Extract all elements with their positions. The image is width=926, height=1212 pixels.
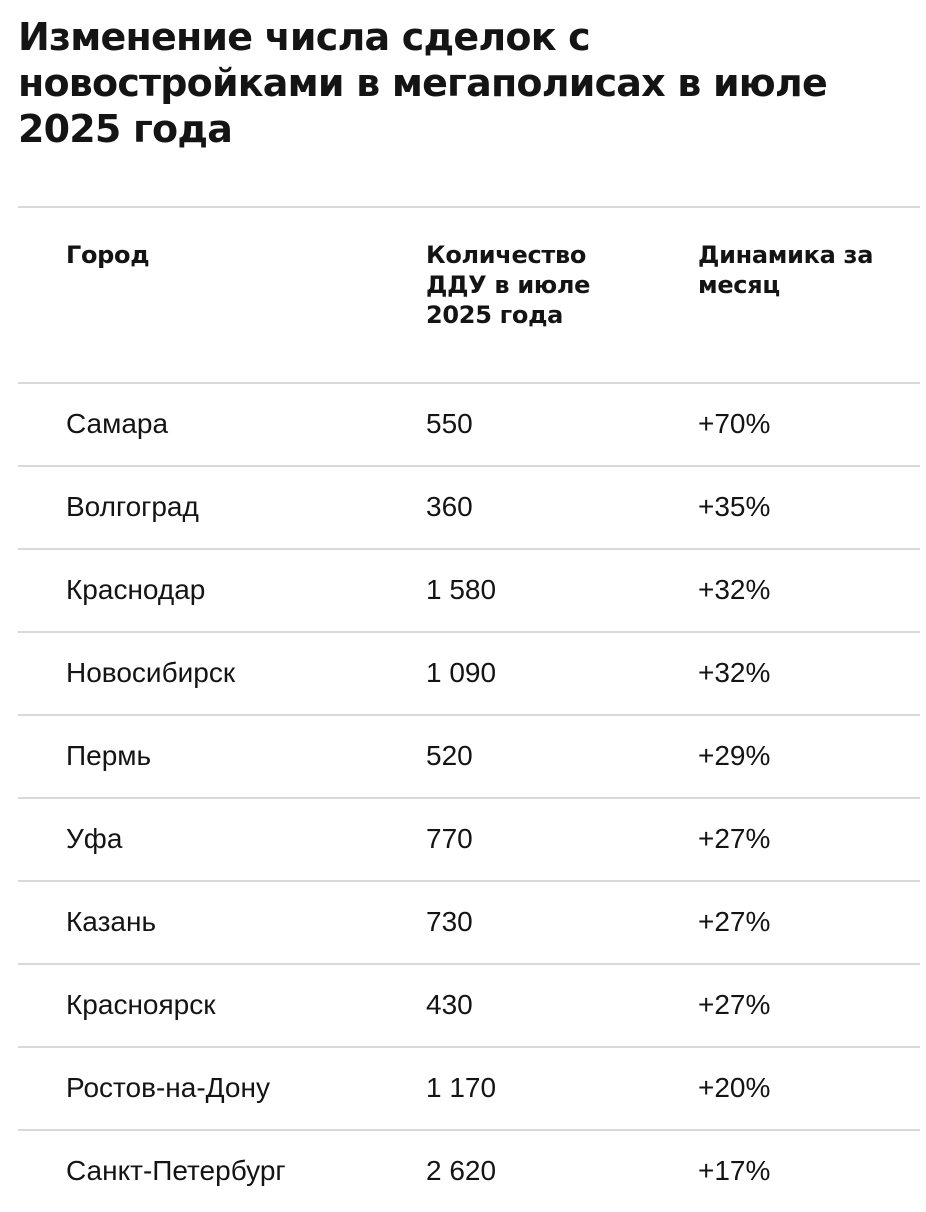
cell-dynamics: +17% — [698, 1155, 771, 1186]
cell-dynamics: +27% — [698, 989, 771, 1020]
header-count: Количество ДДУ в июле 2025 года — [426, 241, 591, 329]
table-row: Санкт-Петербург 2 620 +17% — [18, 1131, 920, 1212]
table-row: Волгоград 360 +35% — [18, 467, 920, 550]
data-table: Город Количество ДДУ в июле 2025 года Ди… — [18, 206, 920, 1212]
table-row: Самара 550 +70% — [18, 384, 920, 467]
cell-count: 1 170 — [426, 1072, 497, 1103]
cell-city: Волгоград — [66, 491, 199, 522]
cell-dynamics: +29% — [698, 740, 771, 771]
table-header: Город Количество ДДУ в июле 2025 года Ди… — [18, 208, 920, 384]
header-city: Город — [66, 241, 150, 269]
table-row: Краснодар 1 580 +32% — [18, 550, 920, 633]
cell-count: 2 620 — [426, 1155, 497, 1186]
cell-city: Пермь — [66, 740, 152, 771]
cell-dynamics: +32% — [698, 657, 771, 688]
table-row: Казань 730 +27% — [18, 882, 920, 965]
cell-count: 360 — [426, 491, 473, 522]
cell-count: 430 — [426, 989, 473, 1020]
cell-dynamics: +20% — [698, 1072, 771, 1103]
cell-dynamics: +70% — [698, 408, 771, 439]
table-row: Пермь 520 +29% — [18, 716, 920, 799]
cell-city: Самара — [66, 408, 169, 439]
cell-city: Санкт-Петербург — [66, 1155, 286, 1186]
cell-city: Ростов-на-Дону — [66, 1072, 270, 1103]
table-row: Ростов-на-Дону 1 170 +20% — [18, 1048, 920, 1131]
cell-count: 770 — [426, 823, 473, 854]
cell-dynamics: +27% — [698, 823, 771, 854]
cell-city: Уфа — [66, 823, 123, 854]
cell-dynamics: +32% — [698, 574, 771, 605]
cell-count: 550 — [426, 408, 473, 439]
cell-city: Краснодар — [66, 574, 206, 605]
table-body: Самара 550 +70% Волгоград 360 +35% Краснодар 1 … — [18, 384, 920, 1212]
cell-city: Казань — [66, 906, 157, 937]
cell-count: 520 — [426, 740, 473, 771]
cell-city: Красноярск — [66, 989, 216, 1020]
cell-count: 730 — [426, 906, 473, 937]
cell-count: 1 090 — [426, 657, 497, 688]
table-row: Уфа 770 +27% — [18, 799, 920, 882]
page-title: Изменение числа сделок с новостройками в… — [18, 15, 828, 151]
table-row: Красноярск 430 +27% — [18, 965, 920, 1048]
cell-city: Новосибирск — [66, 657, 236, 688]
cell-count: 1 580 — [426, 574, 497, 605]
cell-dynamics: +27% — [698, 906, 771, 937]
header-dynamics: Динамика за месяц — [698, 241, 874, 299]
cell-dynamics: +35% — [698, 491, 771, 522]
table-row: Новосибирск 1 090 +32% — [18, 633, 920, 716]
